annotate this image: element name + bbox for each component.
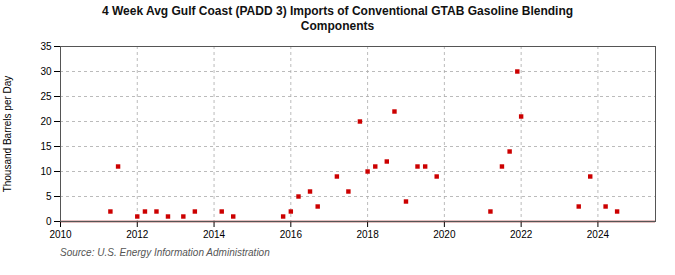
svg-text:2012: 2012 [126,229,149,240]
svg-text:2020: 2020 [433,229,456,240]
svg-text:15: 15 [40,141,52,152]
svg-text:2018: 2018 [356,229,379,240]
svg-text:10: 10 [40,166,52,177]
svg-text:Thousand Barrels per Day: Thousand Barrels per Day [2,76,13,193]
svg-text:2016: 2016 [280,229,303,240]
svg-text:35: 35 [40,41,52,52]
svg-text:5: 5 [46,191,52,202]
svg-text:2024: 2024 [587,229,610,240]
svg-text:2014: 2014 [203,229,226,240]
svg-text:30: 30 [40,66,52,77]
svg-text:2022: 2022 [510,229,533,240]
html-text:4 Week Avg Gulf Coast (PADD 3): 4 Week Avg Gulf Coast (PADD 3) Imports o… [101,4,574,33]
svg-text:20: 20 [40,116,52,127]
svg-text:2010: 2010 [49,229,72,240]
svg-text:0: 0 [46,216,52,227]
html-text:Source: U.S. Energy Informatio: Source: U.S. Energy Information Administ… [60,247,270,258]
svg-text:25: 25 [40,91,52,102]
